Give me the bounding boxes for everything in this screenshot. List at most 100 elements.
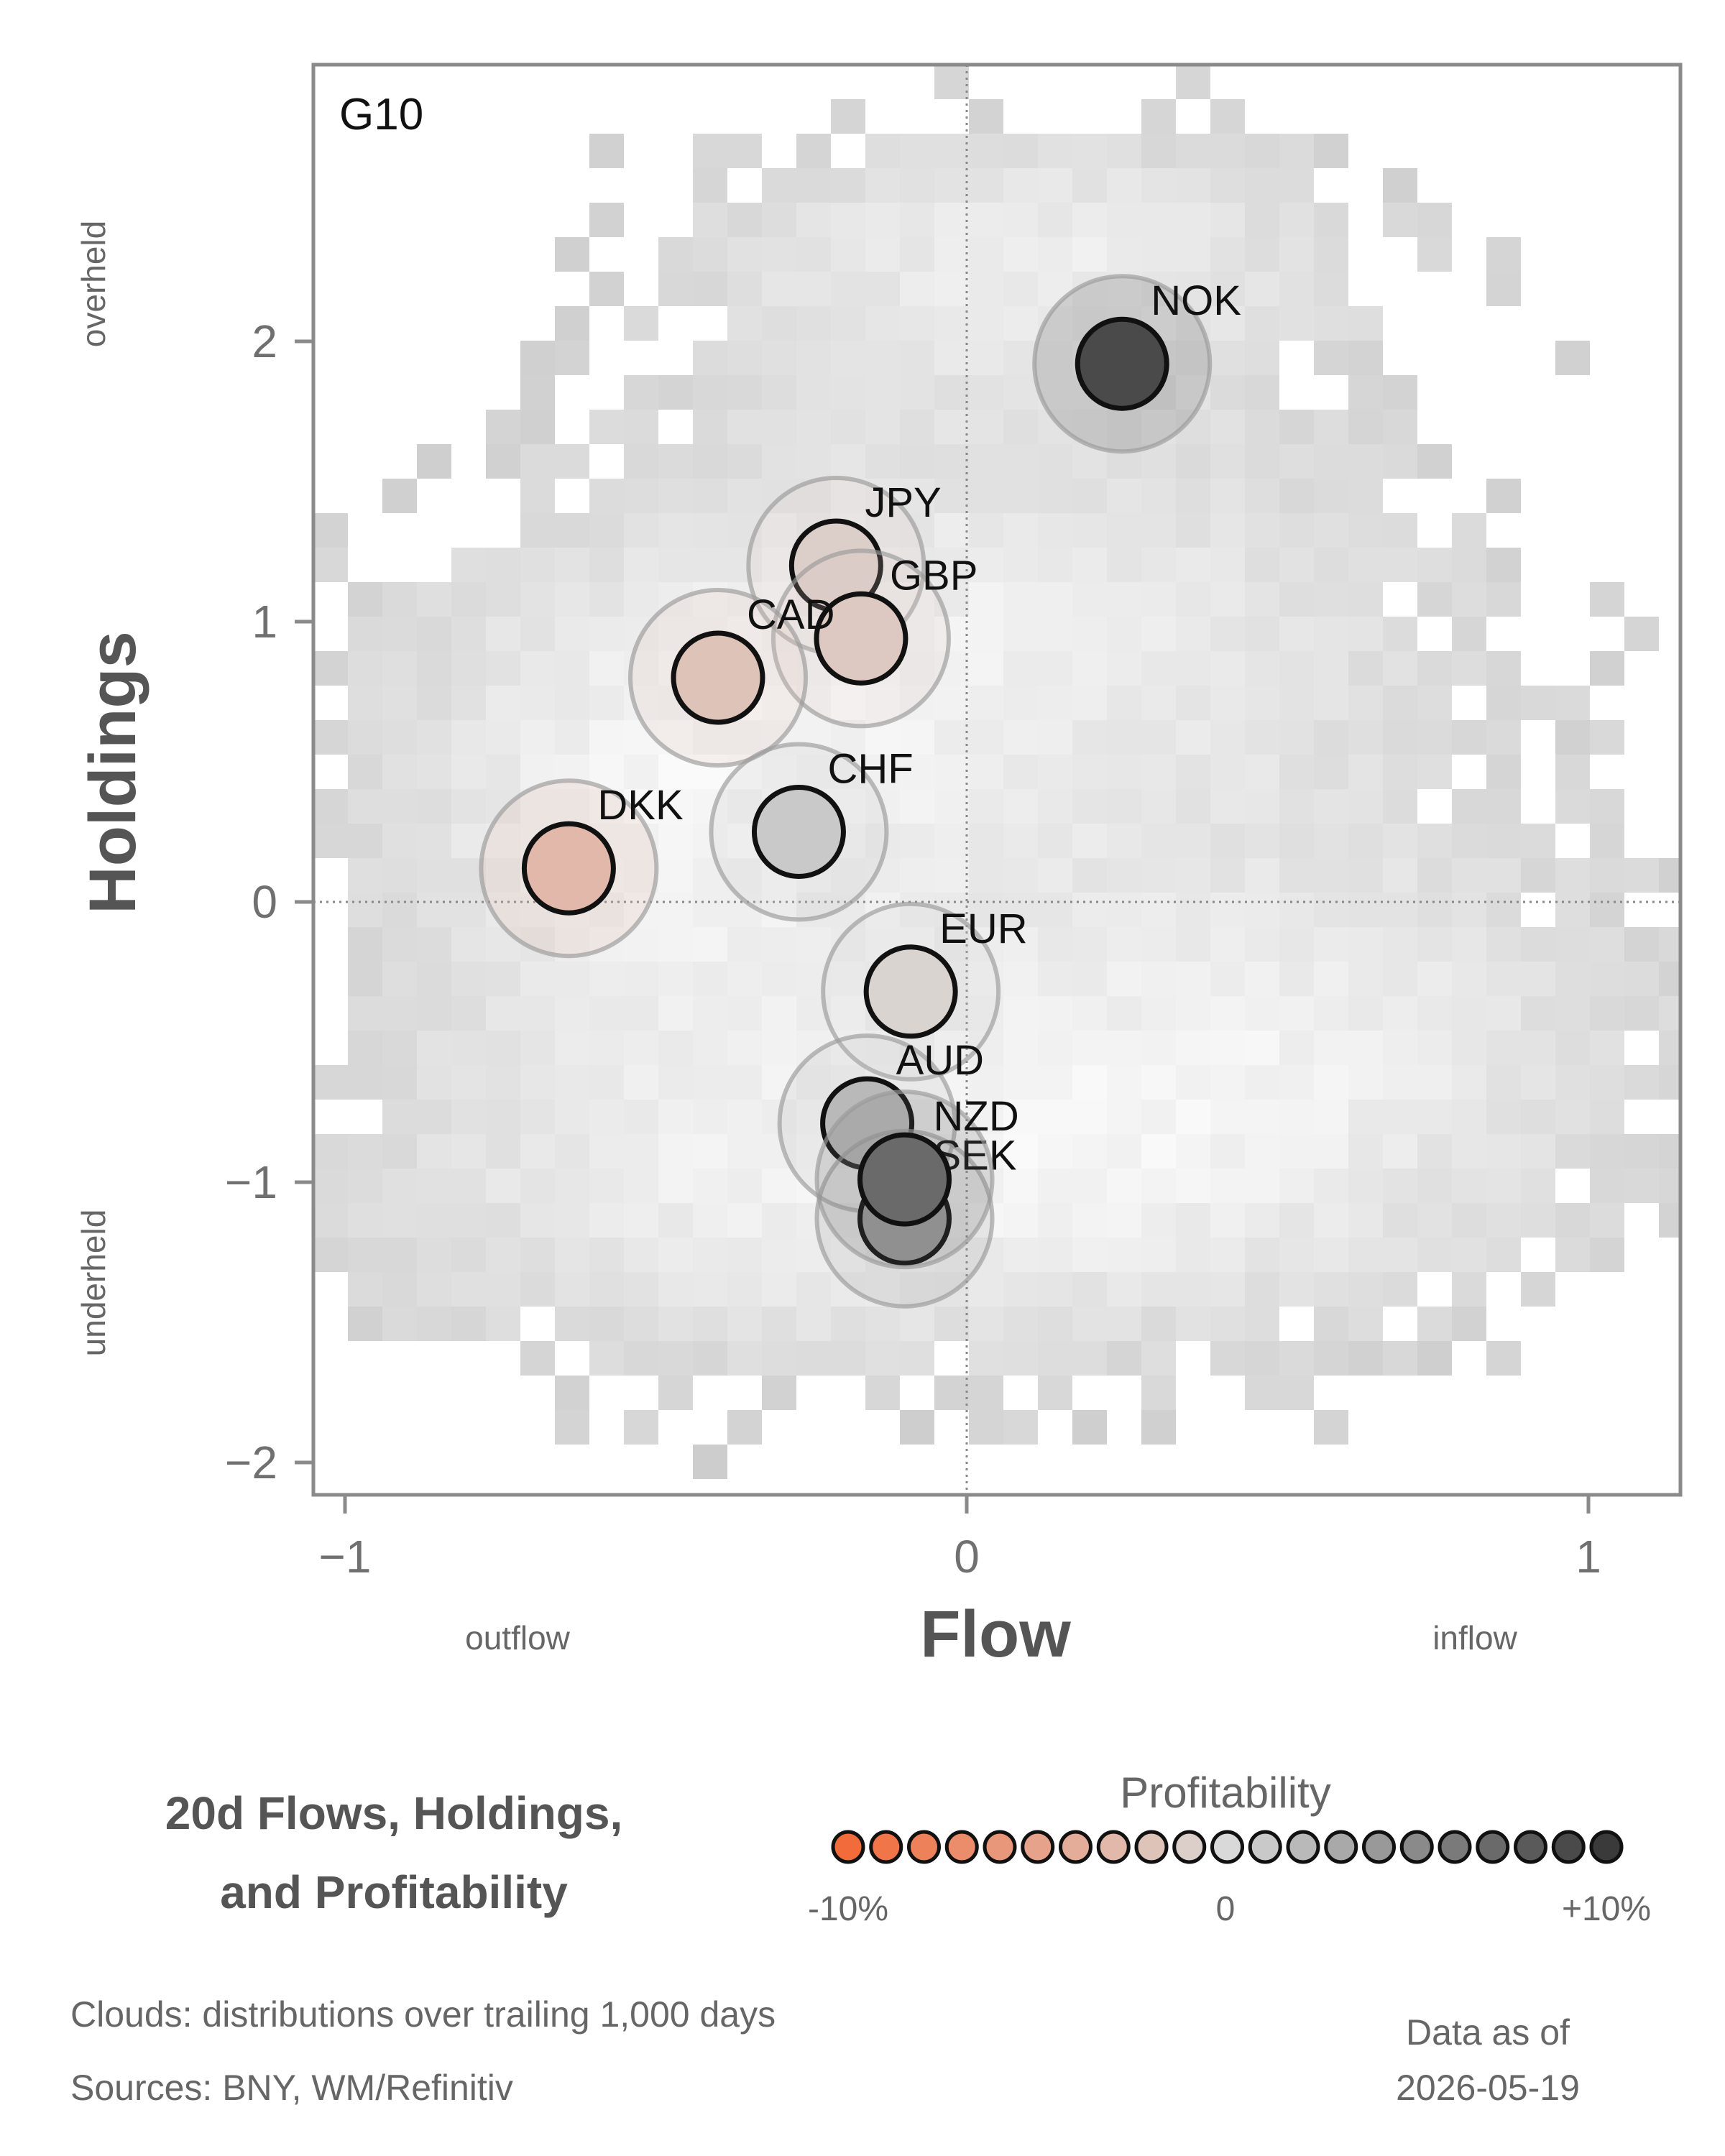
cloud-cell [1210, 375, 1245, 410]
cloud-cell [1107, 755, 1141, 789]
cloud-cell [451, 617, 486, 651]
cloud-cell [1624, 1134, 1659, 1169]
cloud-cell [693, 375, 727, 410]
cloud-cell [1383, 1238, 1417, 1272]
cloud-cell [1245, 203, 1279, 237]
cloud-cell [762, 1272, 796, 1307]
cloud-cell [1038, 755, 1072, 789]
cloud-cell [1107, 824, 1141, 858]
cloud-cell [1348, 1272, 1383, 1307]
cloud-cell [1314, 720, 1348, 755]
cloud-cell [1348, 444, 1383, 479]
cloud-cell [796, 1307, 831, 1341]
cloud-cell [520, 548, 555, 582]
cloud-cell [313, 824, 348, 858]
cloud-cell [624, 1100, 658, 1134]
cloud-cell [1348, 858, 1383, 893]
cloud-cell [969, 789, 1003, 824]
cloud-cell [1348, 996, 1383, 1031]
cloud-cell [693, 582, 727, 617]
point-cad: CAD [628, 588, 834, 768]
point-marker [671, 630, 765, 725]
cloud-cell [1417, 720, 1452, 755]
cloud-cell [382, 582, 417, 617]
cloud-cell [969, 272, 1003, 306]
cloud-cell [727, 1169, 762, 1203]
cloud-cell [727, 1238, 762, 1272]
cloud-cell [969, 134, 1003, 168]
cloud-cell [1210, 1307, 1245, 1341]
cloud-cell [624, 1031, 658, 1065]
cloud-cell [693, 1065, 727, 1100]
cloud-cell [1038, 617, 1072, 651]
cloud-cell [520, 513, 555, 548]
cloud-cell [1590, 651, 1624, 686]
cloud-cell [451, 893, 486, 927]
cloud-cell [1279, 306, 1314, 341]
cloud-cell [1590, 824, 1624, 858]
cloud-cell [1245, 306, 1279, 341]
cloud-cell [1141, 548, 1176, 582]
cloud-cell [624, 513, 658, 548]
cloud-cell [1176, 65, 1210, 99]
cloud-cell [1176, 1238, 1210, 1272]
cloud-cell [1383, 1100, 1417, 1134]
cloud-cell [1072, 1203, 1107, 1238]
cloud-cell [313, 548, 348, 582]
cloud-cell [831, 375, 865, 410]
cloud-cell [1590, 720, 1624, 755]
cloud-cell [1383, 1065, 1417, 1100]
cloud-cell [1279, 582, 1314, 617]
cloud-cell [658, 1203, 693, 1238]
cloud-cell [1141, 720, 1176, 755]
cloud-cell [1555, 1203, 1590, 1238]
underheld-label: underheld [75, 1210, 112, 1357]
cloud-cell [1072, 996, 1107, 1031]
cloud-cell [796, 134, 831, 168]
cloud-cell [589, 1272, 624, 1307]
cloud-cell [1107, 1307, 1141, 1341]
cloud-cell [382, 479, 417, 513]
cloud-cell [1003, 306, 1038, 341]
cloud-cell [1590, 1031, 1624, 1065]
cloud-cell [1176, 479, 1210, 513]
cloud-cell [382, 651, 417, 686]
cloud-cell [796, 410, 831, 444]
cloud-cell [1176, 1307, 1210, 1341]
cloud-cell [624, 962, 658, 996]
cloud-cell [451, 651, 486, 686]
cloud-cell [1279, 686, 1314, 720]
cloud-cell [1072, 686, 1107, 720]
cloud-cell [1314, 927, 1348, 962]
cloud-cell [762, 1307, 796, 1341]
cloud-cell [1348, 582, 1383, 617]
cloud-cell [1383, 375, 1417, 410]
point-label: AUD [896, 1037, 984, 1084]
cloud-cell [624, 375, 658, 410]
cloud-cell [486, 1203, 520, 1238]
cloud-cell [727, 375, 762, 410]
cloud-cell [451, 789, 486, 824]
cloud-cell [486, 1100, 520, 1134]
cloud-cell [658, 548, 693, 582]
cloud-cell [1486, 1100, 1521, 1134]
plot-frame [311, 63, 1683, 1497]
cloud-cell [520, 962, 555, 996]
cloud-cell [555, 341, 589, 375]
cloud-cell [693, 1272, 727, 1307]
cloud-cell [762, 168, 796, 203]
cloud-cell [382, 720, 417, 755]
cloud-cell [486, 789, 520, 824]
cloud-cell [486, 1238, 520, 1272]
cloud-cell [1210, 548, 1245, 582]
cloud-cell [1383, 203, 1417, 237]
x-tick-label: 1 [1576, 1531, 1601, 1583]
cloud-cell [1486, 893, 1521, 927]
cloud-cell [1072, 1307, 1107, 1341]
cloud-cell [1383, 1031, 1417, 1065]
cloud-cell [1521, 1169, 1555, 1203]
cloud-cell [1003, 1272, 1038, 1307]
cloud-cell [1107, 1203, 1141, 1238]
asof-label: Data as of [1406, 2012, 1570, 2053]
